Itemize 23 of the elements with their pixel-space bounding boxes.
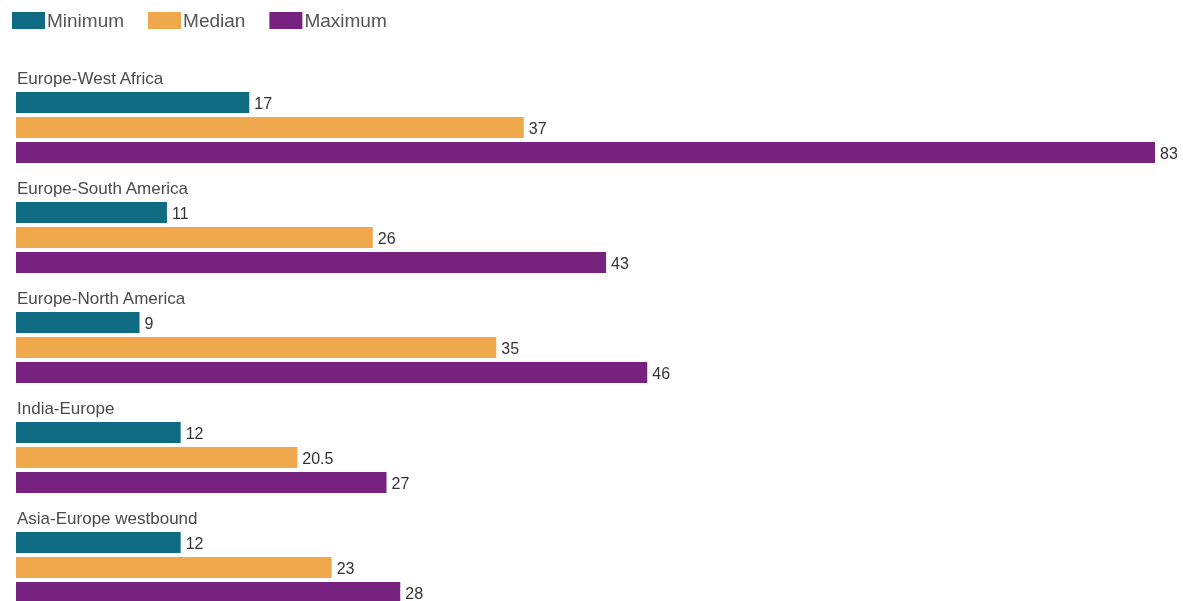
data-label: 20.5 (302, 449, 334, 467)
data-label: 28 (405, 584, 424, 601)
data-label: 37 (528, 119, 547, 137)
data-label: 83 (1160, 144, 1178, 162)
y-tick-label: Europe-West Africa (17, 69, 164, 88)
y-tick-label: Europe-South America (17, 179, 189, 198)
data-label: 35 (501, 339, 520, 357)
data-label: 11 (171, 204, 189, 222)
data-label: 43 (611, 254, 629, 272)
y-tick-label: Europe-North America (17, 289, 186, 308)
data-label: 23 (336, 559, 355, 577)
legend-label: Maximum (304, 10, 387, 31)
data-label: 17 (254, 94, 273, 112)
data-label: 12 (185, 534, 204, 552)
data-label: 12 (185, 424, 204, 442)
data-label: 27 (391, 474, 410, 492)
legend-label: Median (183, 10, 246, 31)
legend-label: Minimum (47, 10, 125, 31)
y-tick-label: India-Europe (17, 399, 115, 418)
data-label: 46 (652, 364, 671, 382)
data-label: 9 (144, 314, 154, 332)
data-label: 26 (377, 229, 396, 247)
y-tick-label: Asia-Europe westbound (17, 509, 198, 528)
